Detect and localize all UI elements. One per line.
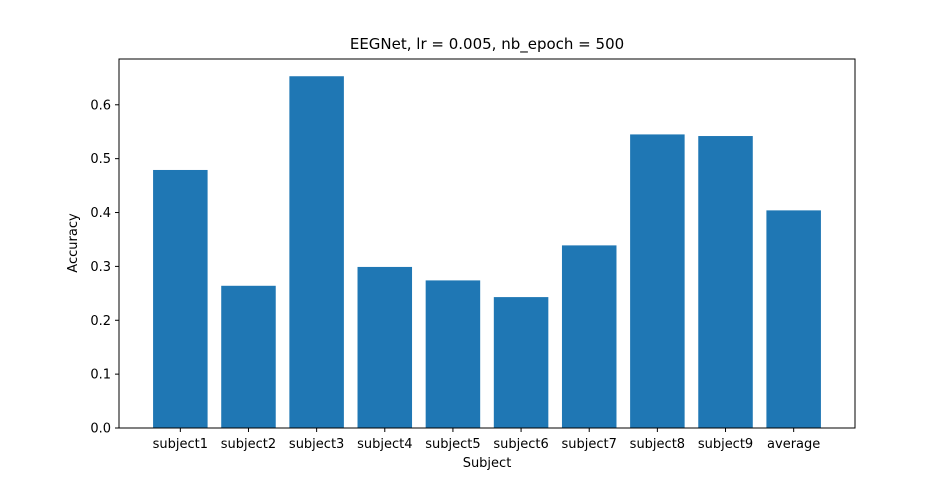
x-tick-label: subject7 (562, 437, 617, 452)
y-tick-label: 0.2 (90, 314, 111, 329)
bar-subject6 (493, 297, 549, 428)
bar-subject5 (425, 280, 481, 428)
y-axis-label: Accuracy (66, 213, 81, 273)
x-axis-label: Subject (463, 456, 512, 471)
x-tick-label: subject1 (153, 437, 208, 452)
y-tick-label: 0.0 (90, 422, 111, 437)
y-ticks: 0.0 0.1 0.2 0.3 0.4 0.5 0.6 (90, 98, 119, 437)
bar-subject8 (630, 134, 685, 428)
bar-subject1 (153, 169, 208, 428)
bar-subject3 (289, 76, 344, 429)
x-tick-label: subject5 (425, 437, 480, 452)
x-tick-label: subject8 (630, 437, 685, 452)
y-tick-label: 0.3 (90, 260, 111, 275)
bar-subject9 (698, 136, 753, 429)
bar-subject2 (221, 285, 276, 428)
x-tick-label: subject9 (698, 437, 753, 452)
y-tick-label: 0.6 (90, 98, 111, 113)
bar-subject4 (357, 266, 413, 428)
bar-subject7 (561, 245, 617, 428)
x-tick-label: subject3 (289, 437, 344, 452)
x-tick-label: average (767, 437, 820, 452)
x-ticks: subject1 subject2 subject3 subject4 subject5… (153, 428, 820, 452)
x-tick-label: subject4 (357, 437, 412, 452)
x-tick-label: subject2 (221, 437, 276, 452)
y-tick-label: 0.1 (90, 368, 111, 383)
bar-average (766, 210, 821, 428)
chart-title: EEGNet, lr = 0.005, nb_epoch = 500 (350, 35, 624, 54)
y-tick-label: 0.5 (90, 152, 111, 167)
plot-frame (118, 58, 856, 429)
y-tick-label: 0.4 (90, 206, 111, 221)
bars-group (153, 76, 821, 429)
x-tick-label: subject6 (493, 437, 548, 452)
